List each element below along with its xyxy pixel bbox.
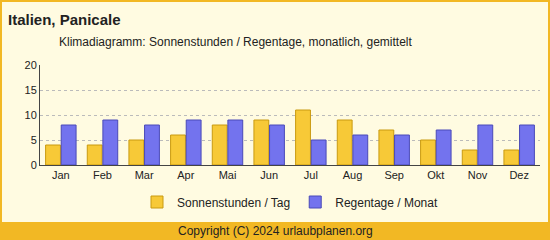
svg-text:Jul: Jul (304, 169, 318, 181)
svg-text:15: 15 (25, 84, 37, 96)
svg-text:Klimadiagramm: Sonnenstunden /: Klimadiagramm: Sonnenstunden / Regentage… (59, 35, 413, 49)
svg-text:Dez: Dez (509, 169, 529, 181)
svg-text:Jun: Jun (260, 169, 278, 181)
svg-text:Regentage / Monat: Regentage / Monat (335, 196, 438, 210)
svg-text:10: 10 (25, 109, 37, 121)
svg-text:0: 0 (31, 159, 37, 171)
svg-text:Jan: Jan (52, 169, 70, 181)
svg-text:Okt: Okt (427, 169, 444, 181)
svg-text:5: 5 (31, 134, 37, 146)
svg-text:Sep: Sep (384, 169, 404, 181)
svg-text:Mai: Mai (219, 169, 237, 181)
svg-text:Feb: Feb (93, 169, 112, 181)
svg-text:Nov: Nov (468, 169, 488, 181)
svg-text:Apr: Apr (177, 169, 194, 181)
svg-text:20: 20 (25, 59, 37, 71)
svg-text:Sonnenstunden / Tag: Sonnenstunden / Tag (177, 196, 290, 210)
svg-text:Aug: Aug (343, 169, 363, 181)
svg-text:Mar: Mar (135, 169, 154, 181)
svg-text:Italien, Panicale: Italien, Panicale (8, 11, 121, 28)
svg-text:Copyright (C) 2024 urlaubplane: Copyright (C) 2024 urlaubplanen.org (178, 224, 373, 238)
